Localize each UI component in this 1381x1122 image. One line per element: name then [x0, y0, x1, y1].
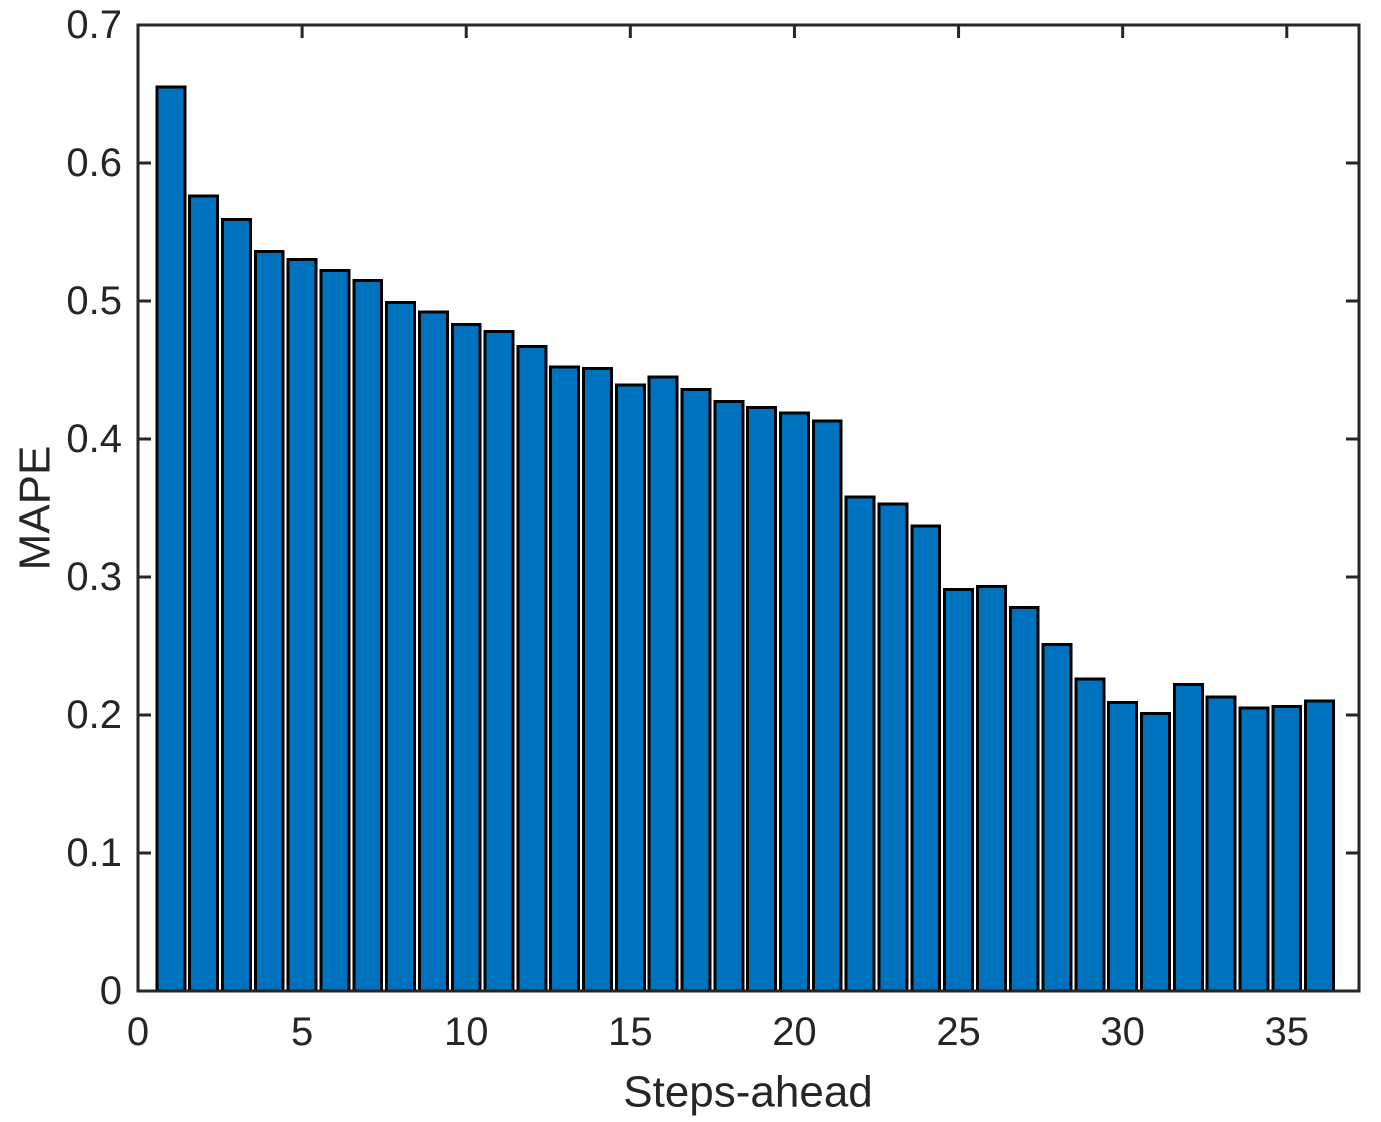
bar: [779, 411, 810, 993]
bar: [943, 587, 975, 993]
y-tick-label: 0.1: [66, 831, 122, 875]
bar: [319, 269, 351, 993]
y-tick-label: 0: [100, 969, 122, 1013]
bar: [352, 278, 384, 993]
bar: [253, 249, 285, 993]
bar: [549, 365, 581, 993]
bar: [975, 585, 1007, 993]
x-axis-label: Steps-ahead: [623, 1068, 873, 1117]
bar: [450, 322, 482, 993]
bar: [1304, 699, 1336, 993]
y-tick-label: 0.3: [66, 555, 122, 599]
bar: [1205, 695, 1237, 993]
x-tick-label: 25: [936, 1010, 981, 1054]
bar: [221, 218, 252, 993]
bar: [746, 405, 778, 993]
bar: [844, 495, 876, 993]
bar: [910, 524, 942, 993]
y-axis-label: MAPE: [11, 446, 60, 571]
bar: [1140, 712, 1171, 993]
bar: [1238, 706, 1270, 993]
y-tick-label: 0.7: [66, 3, 122, 47]
y-tick-label: 0.6: [66, 141, 122, 185]
x-tick-label: 0: [127, 1010, 149, 1054]
bar: [516, 345, 548, 993]
bars-group: [155, 85, 1336, 993]
bar: [1107, 701, 1139, 993]
x-tick-label: 5: [291, 1010, 313, 1054]
y-tick-label: 0.4: [66, 417, 122, 461]
plot-box-group: [136, 23, 1361, 993]
x-tick-label: 15: [608, 1010, 653, 1054]
bar: [582, 367, 613, 993]
bar: [188, 194, 220, 993]
plot-box: [136, 23, 1361, 993]
x-tick-label: 35: [1265, 1010, 1310, 1054]
bar: [385, 300, 417, 993]
bar: [680, 387, 712, 993]
bar: [417, 310, 449, 993]
bar: [647, 375, 679, 993]
bar: [614, 383, 646, 993]
y-tick-label: 0.5: [66, 279, 122, 323]
tick-labels-group: 0 5 10 15 20 25 30 35 0 0.1 0.2 0.3 0.4 0.5 0.6 0.7: [66, 3, 1309, 1054]
y-tick-label: 0.2: [66, 693, 122, 737]
bar: [1008, 605, 1040, 993]
bar: [877, 502, 909, 993]
bar: [713, 400, 745, 993]
bar: [286, 258, 318, 993]
bar: [483, 329, 515, 993]
bar: [811, 419, 843, 993]
x-tick-label: 10: [444, 1010, 489, 1054]
x-tick-label: 20: [772, 1010, 817, 1054]
bar: [1271, 705, 1303, 993]
bar: [1041, 643, 1073, 993]
bar: [1172, 683, 1204, 993]
bar: [1074, 677, 1106, 993]
x-tick-label: 30: [1100, 1010, 1145, 1054]
bar: [155, 85, 187, 993]
